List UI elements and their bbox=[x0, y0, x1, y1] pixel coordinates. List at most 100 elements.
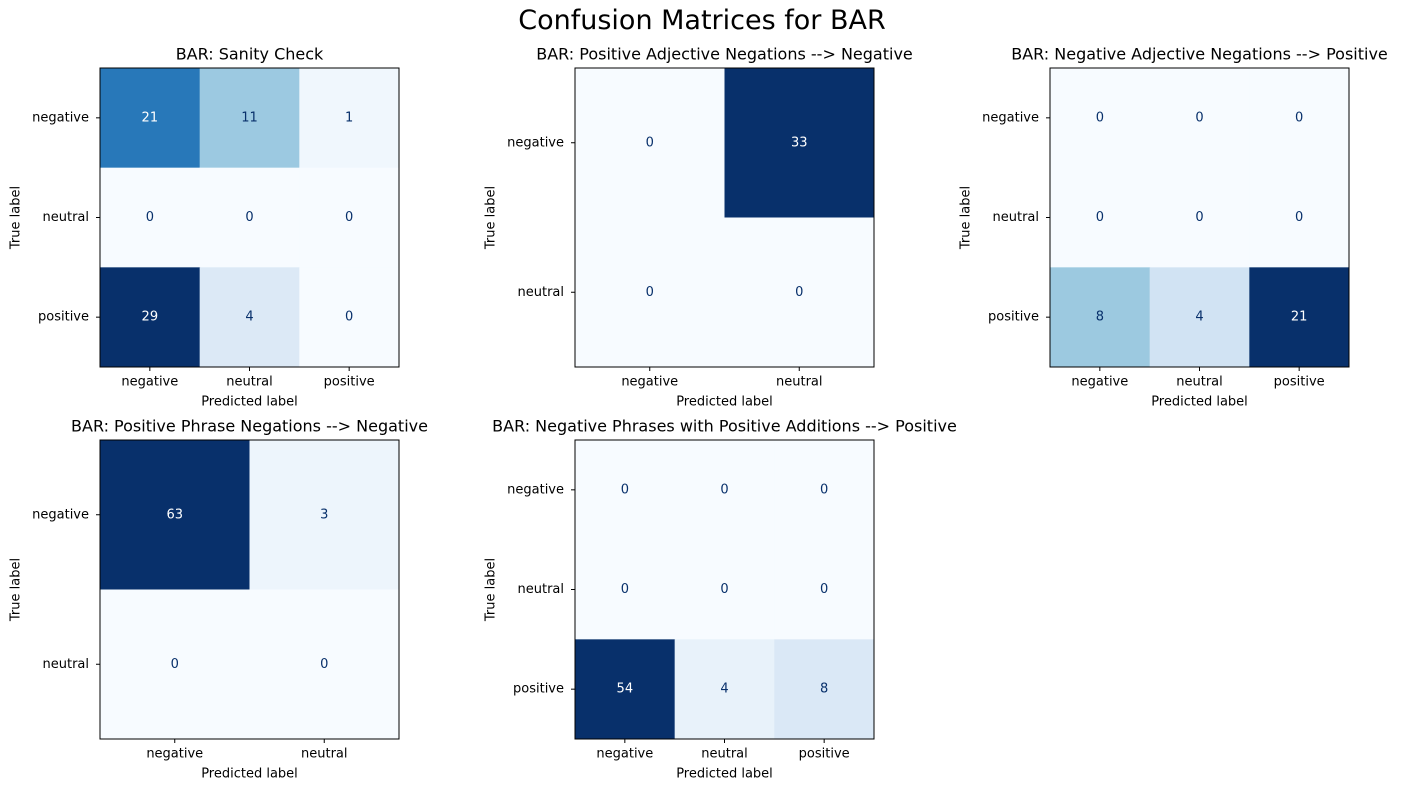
cell-value-label: 0 bbox=[646, 135, 654, 150]
cell-value-label: 8 bbox=[820, 682, 828, 697]
axes-frame bbox=[99, 439, 400, 740]
cell-value-label: 21 bbox=[142, 110, 159, 125]
cell-value-label: 33 bbox=[791, 135, 808, 150]
heatmap-cell bbox=[249, 589, 400, 740]
x-tick-label: positive bbox=[799, 747, 850, 762]
cell-value-label: 0 bbox=[320, 657, 328, 672]
cell-value-label: 4 bbox=[1195, 310, 1203, 325]
x-tick-label: positive bbox=[1274, 375, 1325, 390]
heatmap-cell bbox=[575, 440, 676, 541]
y-tick-label: negative bbox=[32, 507, 89, 522]
x-tick-label: positive bbox=[324, 375, 375, 390]
cell-value-label: 0 bbox=[621, 482, 629, 497]
cell-value-label: 0 bbox=[345, 210, 353, 225]
x-tick-label: negative bbox=[621, 375, 678, 390]
heatmap-cell bbox=[199, 167, 300, 268]
y-tick-label: neutral bbox=[993, 210, 1040, 225]
cell-value-label: 0 bbox=[820, 582, 828, 597]
heatmap-cell bbox=[1249, 68, 1350, 169]
cell-value-label: 3 bbox=[320, 507, 328, 522]
subplot-title: BAR: Positive Phrase Negations --> Negat… bbox=[71, 417, 428, 436]
x-axis-label: Predicted label bbox=[676, 395, 773, 410]
x-axis-label: Predicted label bbox=[201, 395, 298, 410]
subplot-title: BAR: Negative Adjective Negations --> Po… bbox=[1011, 45, 1388, 64]
cell-value-label: 1 bbox=[345, 110, 353, 125]
heatmap-cell bbox=[575, 539, 676, 640]
heatmap-cell bbox=[100, 167, 201, 268]
heatmap-cell bbox=[1149, 267, 1250, 368]
cell-value-label: 0 bbox=[146, 210, 154, 225]
heatmap-cell bbox=[575, 639, 676, 740]
y-axis-label: True label bbox=[959, 186, 974, 250]
cell-value-label: 0 bbox=[720, 582, 728, 597]
x-axis-label: Predicted label bbox=[201, 767, 298, 782]
y-tick-label: negative bbox=[982, 110, 1039, 125]
cell-value-label: 0 bbox=[1096, 110, 1104, 125]
heatmap-cell bbox=[1249, 267, 1350, 368]
cell-value-label: 0 bbox=[171, 657, 179, 672]
heatmap-cell bbox=[674, 539, 775, 640]
y-axis-label: True label bbox=[9, 186, 24, 250]
heatmap-cell bbox=[299, 68, 400, 169]
y-tick-label: positive bbox=[513, 682, 564, 697]
heatmap-cell bbox=[774, 639, 875, 740]
heatmap-cell bbox=[199, 68, 300, 169]
y-axis-label: True label bbox=[484, 186, 499, 250]
heatmap-cell bbox=[100, 440, 250, 590]
y-tick-label: positive bbox=[38, 310, 89, 325]
cell-value-label: 54 bbox=[617, 682, 634, 697]
heatmap-cell bbox=[249, 440, 400, 590]
y-tick-label: negative bbox=[507, 135, 564, 150]
x-tick-label: neutral bbox=[226, 375, 273, 390]
heatmap-cell bbox=[674, 639, 775, 740]
heatmap-cell bbox=[100, 267, 201, 368]
heatmap-cell bbox=[1050, 167, 1151, 268]
cell-value-label: 0 bbox=[795, 285, 803, 300]
cell-value-label: 0 bbox=[1096, 210, 1104, 225]
cell-value-label: 0 bbox=[646, 285, 654, 300]
cell-value-label: 0 bbox=[1295, 110, 1303, 125]
cell-value-label: 21 bbox=[1291, 310, 1308, 325]
cell-value-label: 0 bbox=[720, 482, 728, 497]
y-tick-label: negative bbox=[32, 110, 89, 125]
heatmap-cell bbox=[199, 267, 300, 368]
heatmap-cell bbox=[1050, 267, 1151, 368]
heatmap-cell bbox=[724, 217, 875, 368]
heatmap-cell bbox=[774, 539, 875, 640]
x-tick-label: negative bbox=[596, 747, 653, 762]
subplot-title: BAR: Sanity Check bbox=[176, 45, 324, 64]
heatmap-cell bbox=[1149, 68, 1250, 169]
heatmap-cell bbox=[100, 68, 201, 169]
cell-value-label: 4 bbox=[720, 682, 728, 697]
heatmap-cell bbox=[575, 68, 725, 218]
heatmap-cell bbox=[774, 440, 875, 541]
y-tick-label: neutral bbox=[43, 657, 90, 672]
cell-value-label: 8 bbox=[1096, 310, 1104, 325]
heatmap-cell bbox=[575, 217, 725, 368]
y-tick-label: neutral bbox=[43, 210, 90, 225]
x-tick-label: neutral bbox=[301, 747, 348, 762]
y-axis-label: True label bbox=[484, 558, 499, 622]
y-tick-label: neutral bbox=[518, 582, 565, 597]
heatmap-cell bbox=[1149, 167, 1250, 268]
figure-title: Confusion Matrices for BAR bbox=[518, 5, 886, 36]
heatmap-cell bbox=[299, 167, 400, 268]
cell-value-label: 0 bbox=[820, 482, 828, 497]
cell-value-label: 63 bbox=[166, 507, 183, 522]
y-tick-label: positive bbox=[988, 310, 1039, 325]
x-tick-label: neutral bbox=[701, 747, 748, 762]
x-tick-label: negative bbox=[1071, 375, 1128, 390]
subplot-title: BAR: Negative Phrases with Positive Addi… bbox=[492, 417, 957, 436]
cell-value-label: 4 bbox=[245, 310, 253, 325]
cell-value-label: 11 bbox=[241, 110, 258, 125]
x-tick-label: neutral bbox=[1176, 375, 1223, 390]
x-tick-label: negative bbox=[146, 747, 203, 762]
cell-value-label: 29 bbox=[142, 310, 159, 325]
heatmap-cell bbox=[674, 440, 775, 541]
heatmap-cell bbox=[100, 589, 250, 740]
cell-value-label: 0 bbox=[245, 210, 253, 225]
heatmap-cell bbox=[1050, 68, 1151, 169]
heatmap-cell bbox=[724, 68, 875, 218]
cell-value-label: 0 bbox=[345, 310, 353, 325]
